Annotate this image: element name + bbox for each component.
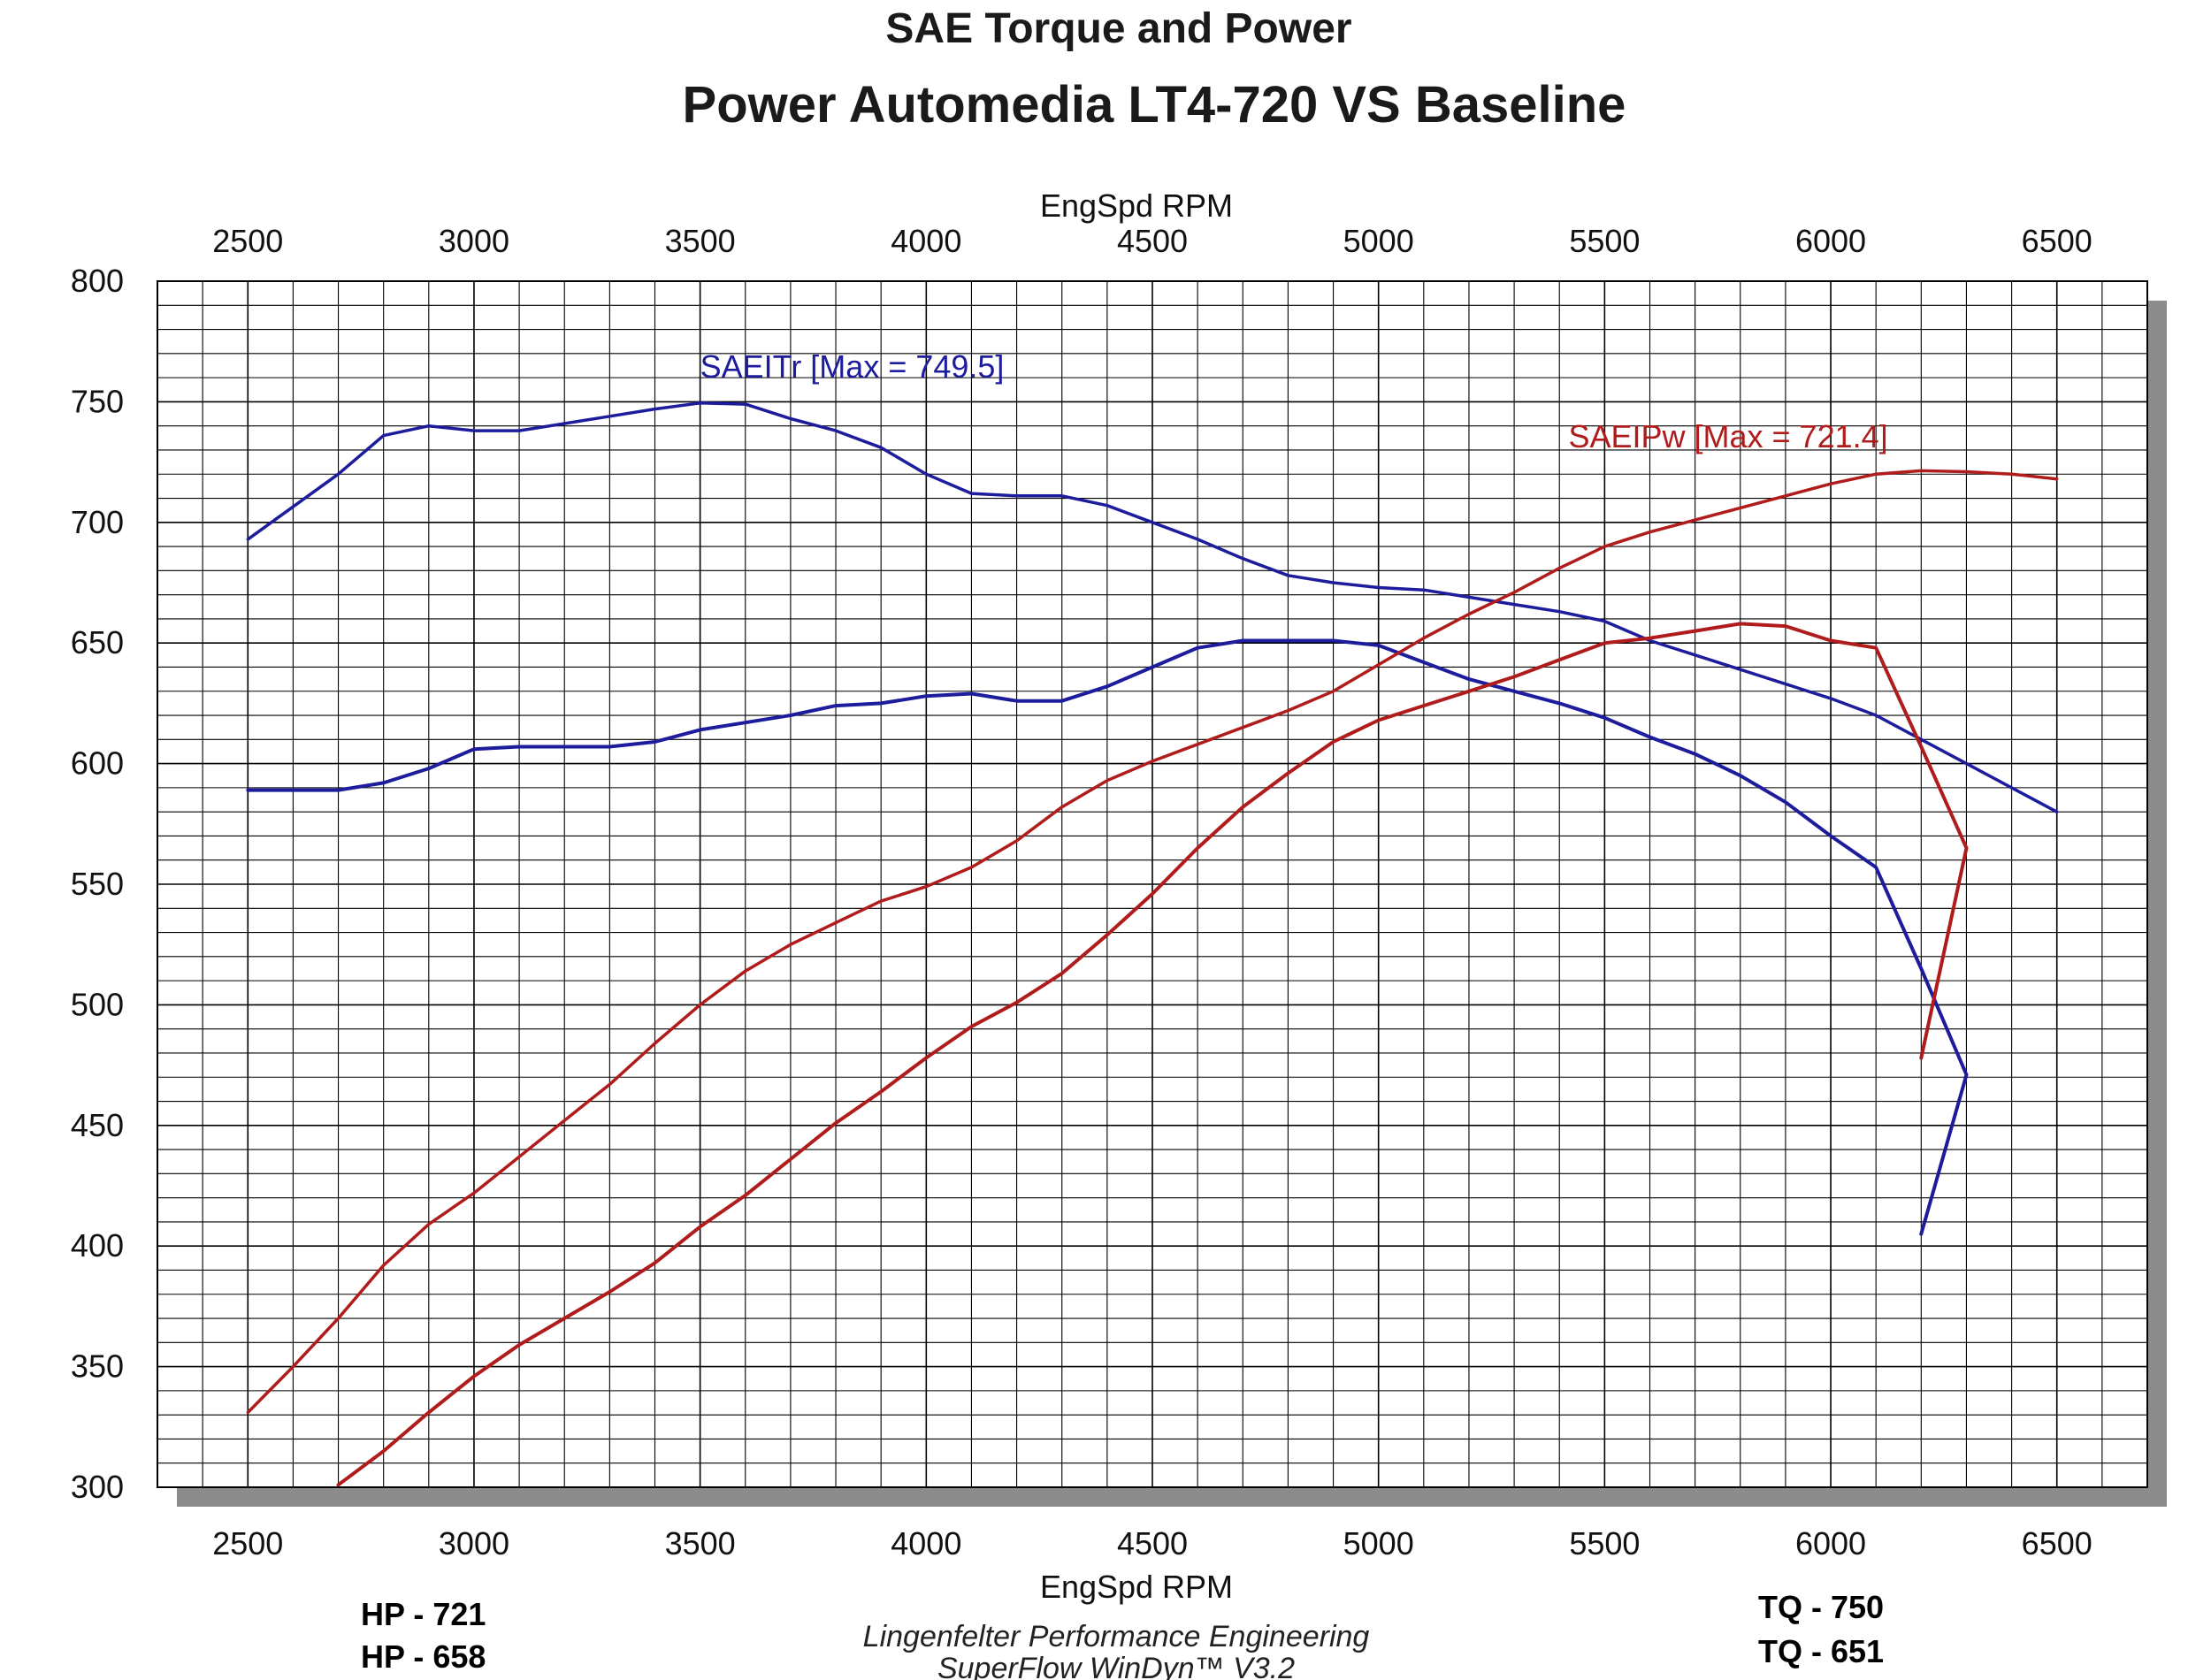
y-tick-label: 650 — [71, 624, 124, 661]
x-tick-label-top: 2500 — [212, 223, 283, 259]
x-tick-label-top: 4000 — [891, 223, 961, 259]
x-tick-label-bottom: 4000 — [891, 1525, 961, 1562]
y-tick-label: 550 — [71, 866, 124, 902]
x-tick-label-top: 4500 — [1117, 223, 1188, 259]
tq-label-1: TQ - 750 — [1758, 1589, 1884, 1625]
x-axis-title-bottom: EngSpd RPM — [1040, 1569, 1233, 1605]
x-tick-label-top: 5000 — [1343, 223, 1414, 259]
hp-label-1: HP - 721 — [361, 1596, 486, 1632]
x-tick-label-bottom: 4500 — [1117, 1525, 1188, 1562]
y-tick-label: 450 — [71, 1107, 124, 1143]
series-group — [246, 401, 2059, 1487]
x-tick-label-bottom: 6000 — [1795, 1525, 1866, 1562]
chart-subtitle: Power Automedia LT4-720 VS Baseline — [683, 76, 1626, 134]
y-tick-label: 300 — [71, 1469, 124, 1505]
x-tick-label-bottom: 3500 — [665, 1525, 736, 1562]
axis-ticks: 2500 2500 3000 3000 3500 3500 4000 4000 4500 4500… — [71, 223, 2092, 1562]
annotations-group: SAEITr [Max = 749.5] SAEIPw [Max = 721.4] — [700, 348, 1888, 454]
x-tick-label-top: 6000 — [1795, 223, 1866, 259]
y-tick-label: 500 — [71, 986, 124, 1022]
power-line-4 — [336, 622, 1969, 1487]
grid — [157, 280, 2148, 1488]
y-tick-label: 750 — [71, 383, 124, 419]
hp-label-2: HP - 658 — [361, 1638, 486, 1675]
x-tick-label-bottom: 2500 — [212, 1525, 283, 1562]
tq-label-2: TQ - 651 — [1758, 1633, 1884, 1669]
x-tick-label-bottom: 5000 — [1343, 1525, 1414, 1562]
torque-line-2 — [246, 638, 1969, 1236]
x-tick-label-top: 6500 — [2022, 223, 2092, 259]
x-tick-label-bottom: 5500 — [1569, 1525, 1640, 1562]
x-tick-label-top: 3500 — [665, 223, 736, 259]
torque-max-annotation: SAEITr [Max = 749.5] — [700, 348, 1005, 385]
torque-line-1 — [246, 401, 2059, 813]
chart-title: SAE Torque and Power — [885, 5, 1351, 52]
x-tick-label-top: 3000 — [439, 223, 509, 259]
credit-line-1: Lingenfelter Performance Engineering — [863, 1620, 1370, 1653]
y-tick-label: 700 — [71, 504, 124, 540]
x-axis-title-top: EngSpd RPM — [1040, 187, 1233, 224]
power-line-3 — [246, 469, 2059, 1415]
power-max-annotation: SAEIPw [Max = 721.4] — [1568, 418, 1887, 454]
x-tick-label-bottom: 3000 — [439, 1525, 509, 1562]
x-tick-label-top: 5500 — [1569, 223, 1640, 259]
y-tick-label: 350 — [71, 1348, 124, 1385]
credit-line-2: SuperFlow WinDyn™ V3.2 — [937, 1652, 1295, 1680]
y-tick-label: 600 — [71, 745, 124, 782]
y-tick-label: 400 — [71, 1227, 124, 1264]
x-tick-label-bottom: 6500 — [2022, 1525, 2092, 1562]
y-tick-label: 800 — [71, 263, 124, 299]
